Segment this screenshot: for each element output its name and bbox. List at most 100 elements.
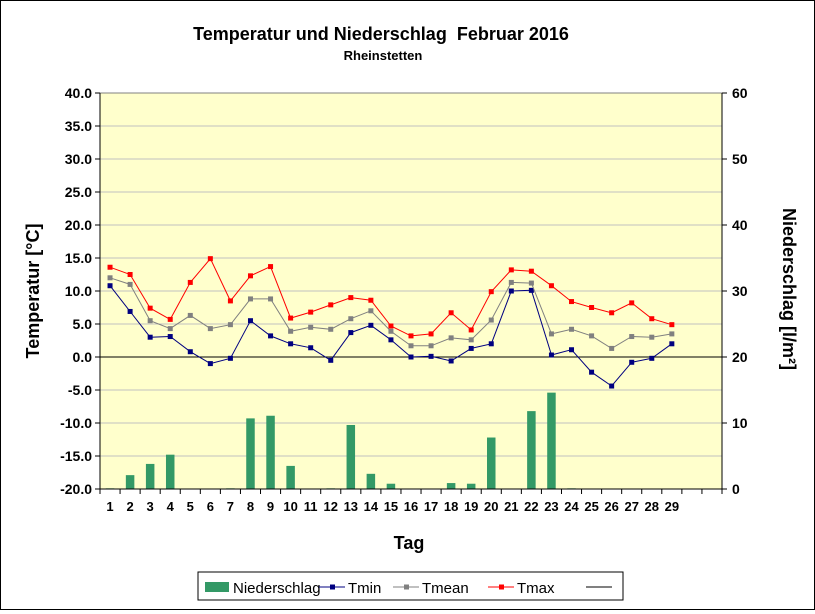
marker-tmean: [448, 335, 454, 341]
temperature-lines: [107, 256, 675, 389]
marker-tmax: [609, 310, 615, 316]
y-right-tick-label: 60: [732, 85, 748, 101]
legend: Niederschlag Tmin Tmean Tmax: [197, 571, 624, 601]
marker-tmin: [569, 347, 575, 353]
precip-bar: [466, 483, 476, 489]
y-axis-left-label: Temperatur [°C]: [23, 224, 43, 359]
marker-tmin: [468, 345, 474, 351]
marker-tmax: [268, 264, 274, 270]
y-left-tick-label: 25.0: [65, 184, 92, 200]
x-axis-ticks: 1 2 3 4 5 6 7 8 9 10 11 12 13 14 15 16 17 18 19 20 21 22 23 24 2…: [99, 489, 723, 514]
marker-tmin: [207, 361, 213, 367]
y-right-tick-label: 30: [732, 283, 748, 299]
x-tick-label: 17: [424, 499, 438, 514]
x-tick-label: 7: [227, 499, 234, 514]
marker-tmax: [508, 267, 514, 273]
marker-tmin: [147, 334, 153, 340]
precip-bar: [446, 483, 456, 489]
marker-tmax: [167, 316, 173, 322]
x-tick-label: 8: [247, 499, 254, 514]
marker-tmax: [388, 323, 394, 329]
marker-tmin: [548, 352, 554, 358]
x-tick-label: 12: [324, 499, 338, 514]
precip-bar: [527, 411, 536, 489]
precip-bar: [386, 483, 396, 489]
marker-tmax: [127, 272, 133, 277]
x-tick-label: 27: [624, 499, 638, 514]
marker-tmin: [448, 358, 454, 364]
x-tick-label: 19: [464, 499, 478, 514]
marker-tmax: [107, 264, 113, 270]
marker-tmax: [308, 309, 314, 315]
x-tick-label: 23: [544, 499, 558, 514]
marker-tmean: [107, 275, 113, 281]
marker-tmin: [247, 318, 253, 324]
x-tick-label: 10: [283, 499, 297, 514]
legend-swatch-marker: [330, 584, 335, 590]
marker-tmean: [227, 322, 233, 328]
precip-bar: [246, 418, 255, 489]
marker-tmean: [569, 326, 575, 332]
marker-tmax: [589, 305, 595, 310]
marker-tmean: [268, 296, 274, 302]
marker-tmin: [629, 359, 635, 365]
marker-tmean: [167, 326, 173, 332]
x-tick-label: 1: [106, 499, 113, 514]
precipitation-bars: [105, 392, 576, 489]
marker-tmean: [508, 279, 514, 285]
marker-tmin: [127, 308, 133, 314]
x-tick-label: 15: [384, 499, 398, 514]
marker-tmin: [268, 333, 274, 339]
x-tick-label: 16: [404, 499, 418, 514]
marker-tmean: [147, 318, 153, 324]
marker-tmean: [288, 328, 294, 334]
x-tick-label: 13: [344, 499, 358, 514]
marker-tmax: [187, 279, 193, 285]
marker-tmax: [147, 305, 153, 311]
marker-tmean: [528, 280, 534, 286]
marker-tmin: [428, 353, 434, 359]
legend-label: Tmin: [348, 580, 381, 597]
marker-tmean: [629, 334, 635, 340]
marker-tmax: [207, 256, 213, 262]
marker-tmin: [649, 355, 655, 361]
x-tick-label: 21: [504, 499, 518, 514]
marker-tmax: [408, 333, 414, 339]
y-left-tick-label: 35.0: [65, 118, 92, 134]
marker-tmean: [468, 337, 474, 343]
y-left-tick-label: 15.0: [65, 250, 92, 266]
marker-tmax: [569, 299, 575, 305]
marker-tmin: [488, 341, 494, 347]
y-left-tick-label: 30.0: [65, 151, 92, 167]
legend-label: Tmean: [422, 580, 469, 597]
marker-tmin: [669, 341, 675, 347]
marker-tmin: [227, 355, 233, 361]
x-tick-label: 6: [207, 499, 214, 514]
x-tick-label: 20: [484, 499, 498, 514]
marker-tmax: [227, 298, 233, 304]
x-tick-label: 29: [665, 499, 679, 514]
marker-tmean: [388, 328, 394, 334]
precip-bar: [165, 454, 175, 489]
marker-tmean: [649, 334, 655, 340]
y-axis-right-label: Niederschlag [l/m²]: [779, 208, 799, 370]
y-left-tick-label: -10.0: [60, 415, 92, 431]
y-right-tick-label: 40: [732, 217, 748, 233]
marker-tmean: [187, 312, 193, 318]
marker-tmean: [207, 326, 213, 332]
marker-tmean: [548, 331, 554, 337]
marker-tmin: [308, 345, 314, 351]
marker-tmax: [288, 315, 294, 321]
x-axis-label: Tag: [394, 533, 425, 553]
marker-tmean: [669, 331, 675, 337]
marker-tmin: [609, 383, 615, 389]
marker-tmax: [669, 322, 675, 328]
y-right-tick-label: 50: [732, 151, 748, 167]
precip-bar: [266, 415, 275, 489]
marker-tmax: [649, 316, 655, 322]
marker-tmean: [488, 317, 494, 323]
y-axis-right-ticks: 60 50 40 30 20 10 0: [722, 85, 748, 497]
marker-tmax: [428, 331, 434, 337]
marker-tmax: [368, 297, 374, 303]
